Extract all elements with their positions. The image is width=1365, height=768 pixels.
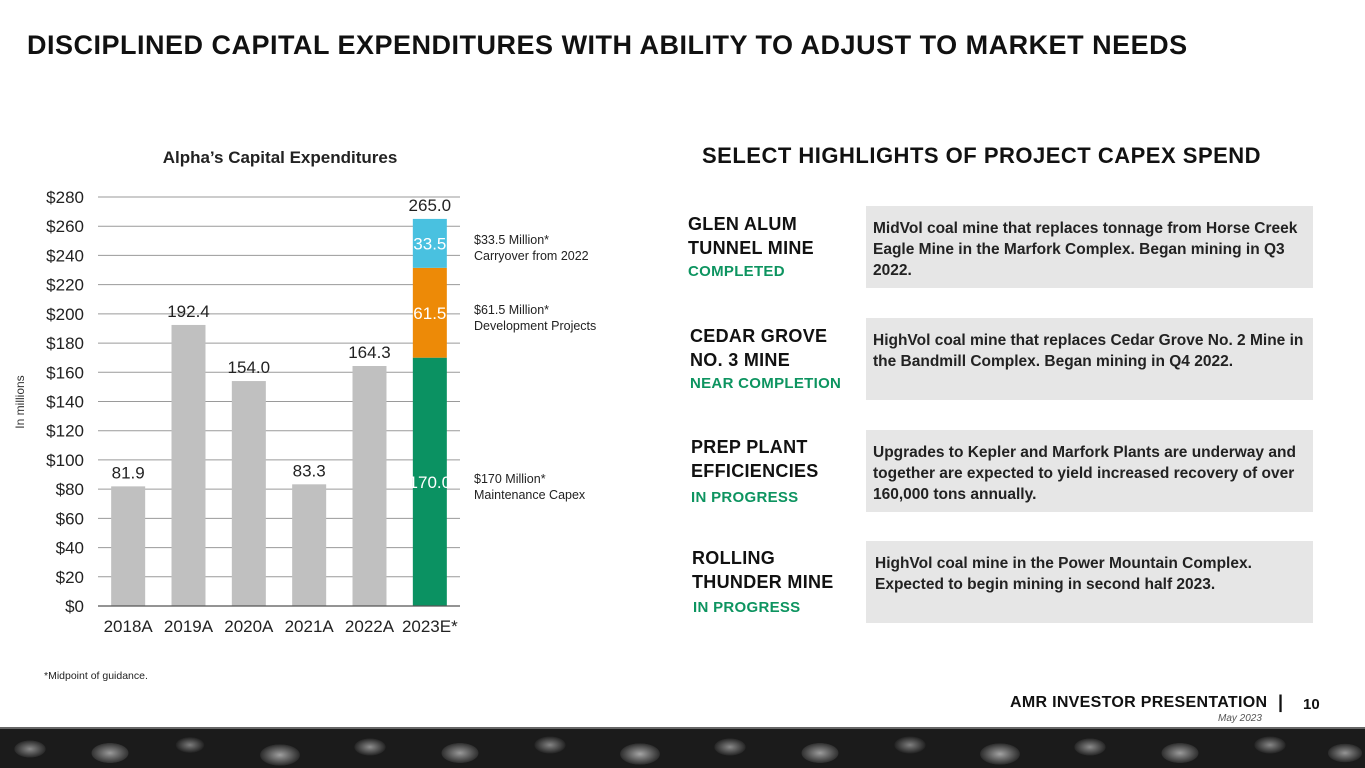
y-tick-label: $220 [46, 276, 84, 295]
x-tick-label: 2022A [345, 617, 395, 636]
annotation-carryover-amount: $33.5 Million* [474, 233, 550, 247]
footer-title: AMR INVESTOR PRESENTATION [1010, 694, 1268, 711]
y-tick-label: $260 [46, 217, 84, 236]
annotation-maintenance-amount: $170 Million* [474, 472, 546, 486]
y-tick-label: $120 [46, 422, 84, 441]
project-name-prep-plant: PREP PLANT EFFICIENCIES [691, 435, 866, 483]
x-tick-label: 2019A [164, 617, 214, 636]
project-name-line2: NO. 3 MINE [690, 350, 791, 370]
y-tick-label: $20 [56, 568, 84, 587]
project-status-rolling-thunder: IN PROGRESS [693, 599, 801, 616]
project-description-cedar-grove: HighVol coal mine that replaces Cedar Gr… [866, 318, 1313, 400]
y-tick-label: $140 [46, 393, 84, 412]
project-description-rolling-thunder: HighVol coal mine in the Power Mountain … [866, 541, 1313, 623]
annotation-maintenance-desc: Maintenance Capex [474, 488, 586, 502]
stacked-bar-segment [412, 357, 447, 606]
y-tick-label: $80 [56, 480, 84, 499]
bar [171, 324, 206, 606]
stacked-bar-segment [412, 218, 447, 268]
annotation-development: $61.5 Million* Development Projects [474, 302, 596, 334]
footer-separator: | [1278, 692, 1284, 712]
annotation-development-amount: $61.5 Million* [474, 303, 550, 317]
project-name-cedar-grove: CEDAR GROVE NO. 3 MINE [690, 324, 865, 372]
project-name-line1: PREP PLANT [691, 437, 808, 457]
project-status-cedar-grove: NEAR COMPLETION [690, 375, 842, 392]
x-tick-label: 2021A [285, 617, 335, 636]
x-tick-label: 2023E* [402, 617, 458, 636]
bar-value-label: 83.3 [293, 461, 326, 480]
project-description-glen-alum: MidVol coal mine that replaces tonnage f… [866, 206, 1313, 288]
project-name-glen-alum: GLEN ALUM TUNNEL MINE [688, 212, 863, 260]
coal-image-strip [0, 729, 1365, 768]
y-tick-label: $200 [46, 305, 84, 324]
footnote: *Midpoint of guidance. [44, 670, 148, 682]
page-number: 10 [1303, 696, 1320, 713]
y-tick-label: $180 [46, 334, 84, 353]
bar [231, 381, 266, 606]
y-tick-label: $60 [56, 509, 84, 528]
bar-value-label: 81.9 [112, 463, 145, 482]
project-name-line2: EFFICIENCIES [691, 461, 819, 481]
page-title: DISCIPLINED CAPITAL EXPENDITURES WITH AB… [27, 30, 1188, 60]
project-description-prep-plant: Upgrades to Kepler and Marfork Plants ar… [866, 430, 1313, 512]
capex-bar-chart: $0 $20 $40 $60 $80 $100 $120 $140 $160 $180 $200 $2… [46, 188, 460, 636]
segment-value-label: 170.0 [409, 473, 452, 492]
annotation-carryover: $33.5 Million* Carryover from 2022 [474, 232, 589, 264]
project-name-line2: TUNNEL MINE [688, 238, 814, 258]
y-axis-label: In millions [13, 375, 27, 429]
segment-value-label: 33.5 [413, 234, 446, 253]
project-name-line1: ROLLING [692, 548, 776, 568]
segment-value-label: 61.5 [413, 304, 446, 323]
bar-value-label: 154.0 [228, 358, 271, 377]
highlights-title: SELECT HIGHLIGHTS OF PROJECT CAPEX SPEND [702, 143, 1262, 168]
footer-divider [0, 727, 1365, 729]
y-tick-label: $40 [56, 539, 84, 558]
project-name-line1: CEDAR GROVE [690, 326, 828, 346]
bar-value-label: 192.4 [167, 302, 210, 321]
bar [111, 486, 146, 606]
project-name-line1: GLEN ALUM [688, 214, 798, 234]
footer-date: May 2023 [1218, 713, 1262, 724]
bar-value-label: 265.0 [409, 196, 452, 215]
y-tick-label: $280 [46, 188, 84, 207]
y-tick-label: $100 [46, 451, 84, 470]
y-tick-label: $0 [65, 597, 84, 616]
x-tick-label: 2018A [104, 617, 154, 636]
bar-value-label: 164.3 [348, 343, 391, 362]
annotation-development-desc: Development Projects [474, 319, 597, 333]
bar [352, 366, 387, 606]
chart-title: Alpha’s Capital Expenditures [162, 148, 398, 167]
annotation-maintenance: $170 Million* Maintenance Capex [474, 471, 585, 503]
project-status-glen-alum: COMPLETED [688, 263, 785, 280]
project-name-line2: THUNDER MINE [692, 572, 834, 592]
stacked-bar-segment [412, 267, 447, 358]
project-name-rolling-thunder: ROLLING THUNDER MINE [692, 546, 867, 594]
y-tick-label: $240 [46, 246, 84, 265]
project-status-prep-plant: IN PROGRESS [691, 489, 799, 506]
y-tick-label: $160 [46, 363, 84, 382]
x-tick-label: 2020A [224, 617, 274, 636]
bar [292, 484, 327, 606]
annotation-carryover-desc: Carryover from 2022 [474, 249, 589, 263]
